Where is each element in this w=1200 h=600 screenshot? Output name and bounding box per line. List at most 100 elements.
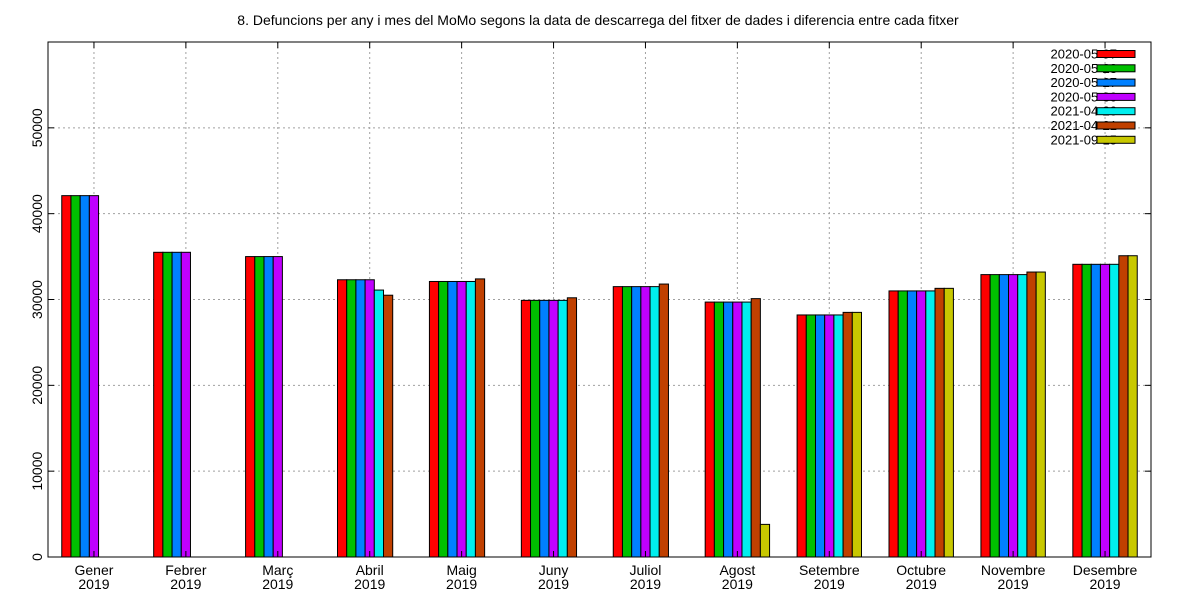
- bar: [796, 314, 807, 558]
- bar: [88, 195, 100, 558]
- x-tick-label: 2019: [78, 576, 109, 592]
- bar: [741, 301, 752, 558]
- bar: [474, 278, 486, 558]
- x-tick-label: 2019: [354, 576, 385, 592]
- bar: [1008, 274, 1019, 558]
- x-tick-label: 2019: [170, 576, 201, 592]
- x-tick-label: Maig: [446, 562, 476, 578]
- bar: [851, 311, 862, 558]
- x-axis: Gener2019Febrer2019Març2019Abril2019Maig…: [74, 42, 1138, 592]
- bar: [438, 280, 449, 558]
- x-tick-label: 2019: [538, 576, 569, 592]
- x-tick-label: Juny: [539, 562, 569, 578]
- bar: [1127, 255, 1138, 558]
- bar: [943, 287, 954, 558]
- x-tick-label: 2019: [998, 576, 1029, 592]
- bar: [355, 279, 366, 558]
- bar: [171, 251, 182, 558]
- bar: [180, 251, 191, 558]
- bar: [906, 290, 918, 558]
- bar: [254, 256, 265, 558]
- bar: [732, 301, 743, 558]
- bar: [1017, 274, 1028, 558]
- x-tick-label: 2019: [1089, 576, 1120, 592]
- bar: [1072, 263, 1083, 558]
- x-tick-label: Octubre: [896, 562, 946, 578]
- bar: [649, 286, 660, 558]
- bar: [631, 286, 642, 558]
- x-tick-label: Juliol: [630, 562, 662, 578]
- bar: [383, 294, 394, 558]
- bar: [456, 280, 467, 558]
- x-tick-label: 2019: [630, 576, 661, 592]
- bar: [447, 280, 458, 558]
- bar: [750, 298, 761, 558]
- bar: [364, 279, 375, 558]
- bar: [373, 289, 385, 558]
- bars: [61, 195, 1138, 558]
- bar: [805, 314, 816, 558]
- bar: [1090, 263, 1101, 558]
- x-tick-label: Març: [262, 562, 293, 578]
- bar: [998, 274, 1010, 558]
- bar: [925, 290, 936, 558]
- bar: [520, 299, 532, 558]
- x-tick-label: Gener: [74, 562, 113, 578]
- bar: [897, 290, 908, 558]
- bar: [557, 299, 568, 558]
- bar: [79, 195, 90, 558]
- bar: [1109, 263, 1120, 558]
- bar: [989, 274, 1000, 558]
- bar: [1026, 271, 1037, 558]
- bar: [842, 311, 853, 558]
- bar: [1081, 263, 1092, 558]
- bar: [612, 286, 623, 558]
- bar: [833, 314, 844, 558]
- bar: [621, 286, 633, 558]
- bar: [934, 287, 945, 558]
- bar: [566, 297, 578, 558]
- bar: [658, 283, 669, 558]
- x-tick-label: Novembre: [981, 562, 1046, 578]
- bar: [70, 195, 81, 558]
- x-tick-label: Febrer: [165, 562, 207, 578]
- y-axis: 0 10000 20000 30000 40000 50000: [29, 108, 1151, 561]
- legend: 2020-05-072020-05-232020-05-272020-05-30…: [1051, 47, 1136, 147]
- x-tick-label: Desembre: [1073, 562, 1138, 578]
- bar: [723, 301, 734, 558]
- x-tick-label: 2019: [262, 576, 293, 592]
- bar: [263, 256, 274, 558]
- bar: [61, 195, 72, 558]
- x-tick-label: 2019: [446, 576, 477, 592]
- bar: [465, 280, 476, 558]
- bar: [153, 251, 164, 558]
- x-tick-label: Abril: [356, 562, 384, 578]
- bar: [980, 274, 991, 558]
- bar: [530, 299, 541, 558]
- bar: [824, 314, 835, 558]
- x-tick-label: Setembre: [799, 562, 860, 578]
- bar: [1118, 255, 1129, 558]
- bar: [272, 256, 283, 558]
- y-tick-label: 40000: [29, 194, 45, 233]
- y-tick-label: 30000: [29, 280, 45, 319]
- bar: [1099, 263, 1111, 558]
- bar: [245, 256, 256, 558]
- bar: [888, 290, 899, 558]
- bar: [428, 280, 440, 558]
- x-tick-label: 2019: [906, 576, 937, 592]
- y-tick-label: 10000: [29, 451, 45, 490]
- bar: [640, 286, 651, 558]
- y-tick-label: 50000: [29, 108, 45, 147]
- legend-swatch: [1096, 78, 1136, 87]
- bar: [337, 279, 348, 558]
- legend-swatch: [1096, 50, 1136, 58]
- bar: [704, 301, 715, 558]
- bar: [713, 301, 725, 558]
- bar: [759, 523, 771, 558]
- chart-title: 8. Defuncions per any i mes del MoMo seg…: [237, 12, 959, 28]
- x-tick-label: 2019: [814, 576, 845, 592]
- bar: [548, 299, 559, 558]
- legend-swatch: [1096, 121, 1136, 130]
